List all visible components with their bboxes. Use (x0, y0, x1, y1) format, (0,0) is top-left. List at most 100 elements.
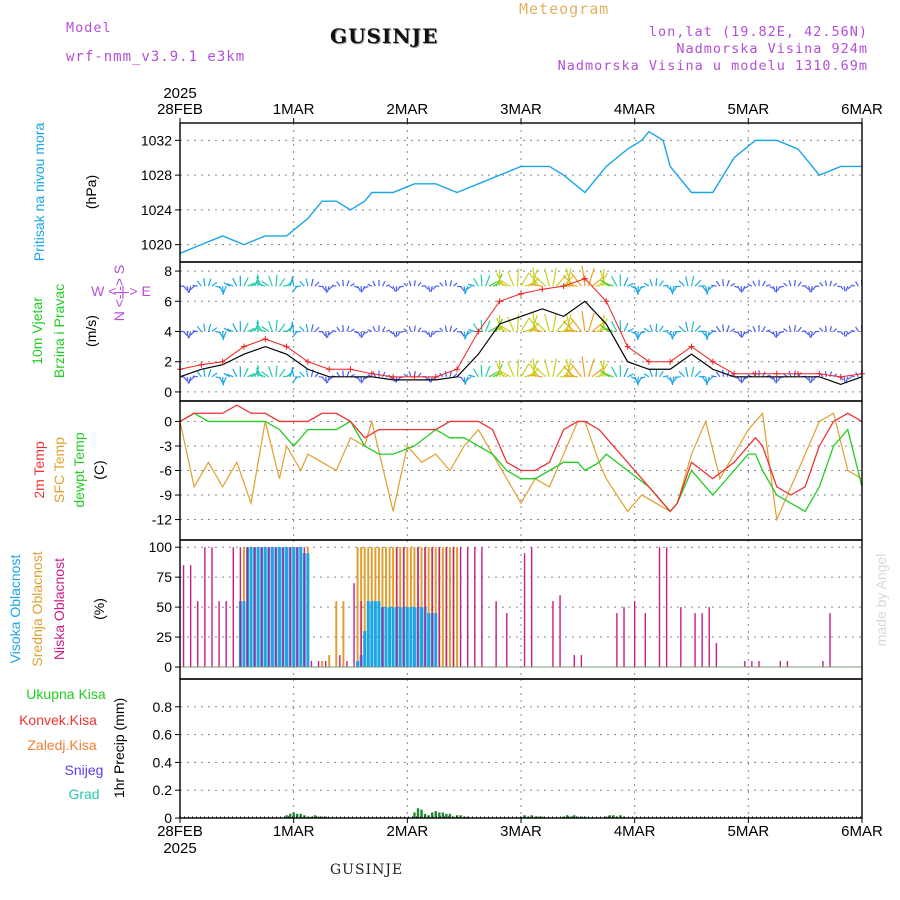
cloud-high-bar (299, 547, 303, 668)
cloud-low-bar (623, 607, 625, 668)
wind-barb (662, 284, 669, 287)
cloud-high-bar (434, 613, 438, 668)
wind-barb (321, 376, 327, 382)
wind-gust-marker (411, 373, 418, 380)
wind-barb (639, 285, 646, 289)
wind-barb (678, 370, 685, 378)
cloud-mid-bar (356, 547, 359, 668)
wind-compass-ns: N <-|-> S (111, 265, 127, 322)
date-label-top: 1MAR (273, 101, 315, 118)
wind-barb (685, 321, 689, 332)
wind-barb (222, 331, 227, 340)
wind-barb (507, 271, 515, 287)
wind-barb (226, 373, 234, 378)
wind-barb (326, 376, 330, 383)
wind-barb (499, 370, 511, 378)
wind-barb (321, 285, 327, 292)
wind-barb (711, 329, 717, 333)
wind-barb (610, 321, 618, 332)
wind-barb (552, 358, 557, 377)
wind-barb (261, 280, 270, 287)
wind-barb (314, 281, 320, 287)
wind-barb (847, 285, 852, 290)
wind-gust-marker (624, 343, 631, 350)
y-tick-label: -3 (160, 438, 173, 454)
y-tick-label: -6 (160, 463, 173, 479)
wind-barb (603, 282, 614, 287)
wind-barb (367, 283, 373, 287)
wind-barb (797, 372, 802, 378)
wind-barb (305, 369, 309, 377)
wind-barb (207, 369, 212, 378)
wind-barb (218, 285, 224, 293)
wind-barb (250, 372, 259, 378)
cloud-low-bar (744, 661, 746, 668)
wind-barb (430, 331, 433, 338)
wind-barb (690, 321, 695, 332)
wind-barb (655, 323, 658, 332)
wind-gust-marker (240, 343, 247, 350)
wind-barb (643, 282, 650, 287)
wind-barb (671, 286, 675, 295)
precip-bar (530, 815, 533, 818)
cloud-high-bar (373, 601, 377, 668)
y-tick-label: 1020 (141, 237, 172, 253)
cloud-low-bar (580, 655, 583, 668)
cloud-mid-bar (328, 655, 331, 668)
precip-bar (445, 813, 448, 818)
cloud-low-bar (289, 547, 291, 668)
wind-barb (819, 327, 824, 332)
wind-barb (232, 368, 238, 378)
precip-bar (292, 812, 295, 818)
cloud-mid-bar (409, 547, 412, 668)
date-label-top: 5MAR (727, 101, 769, 118)
wind-barb (226, 283, 234, 287)
wind-barb (372, 326, 376, 332)
wind-barb (804, 285, 810, 291)
wind-barb (186, 331, 189, 339)
y-tick-label: 0.6 (153, 727, 173, 743)
wind-barb (325, 331, 328, 339)
wind-barb (325, 376, 328, 384)
date-label-top: 4MAR (614, 101, 656, 118)
cloud-low-bar (786, 661, 789, 668)
wind-barb (730, 282, 735, 287)
wind-compass-ew: W <-|-> E (91, 283, 151, 299)
wind-barb (747, 283, 753, 287)
cloud-axis-label-low: Niska Oblacnost (51, 558, 67, 660)
wind-barb (737, 376, 742, 383)
wind-barb (453, 373, 458, 378)
sfc-temp-line (179, 411, 863, 522)
wind-barb (769, 285, 774, 290)
wind-barb (495, 280, 508, 287)
wind-barb (189, 331, 195, 336)
wind-barb (843, 331, 846, 337)
wind-barb (520, 363, 530, 378)
wind-barb (726, 325, 730, 332)
wind-gust-marker (326, 366, 333, 373)
wind-barb (850, 375, 856, 378)
cloud-low-bar (182, 565, 185, 668)
cloud-low-bar (189, 565, 192, 668)
precip-unit-label: 1hr Precip (mm) (111, 698, 127, 798)
wind-barb (247, 282, 255, 287)
wind-gust-marker (560, 283, 567, 290)
cloud-low-bar (530, 547, 533, 668)
wind-barb (232, 277, 238, 287)
wind-barb (328, 285, 334, 290)
wind-barb (326, 286, 330, 293)
wind-barb (261, 325, 270, 332)
wind-barb (824, 325, 828, 332)
wind-barb (385, 329, 391, 333)
wind-barb (808, 331, 811, 338)
wind-gust-marker (283, 343, 290, 350)
wind-barb (570, 272, 582, 287)
wind-barb (811, 376, 817, 382)
wind-barb (257, 373, 266, 378)
wind-barb (623, 322, 629, 332)
wind-barb (408, 325, 412, 332)
wind-gust-marker (645, 358, 652, 365)
wind-barb (363, 330, 369, 335)
cloud-low-bar (573, 655, 575, 668)
